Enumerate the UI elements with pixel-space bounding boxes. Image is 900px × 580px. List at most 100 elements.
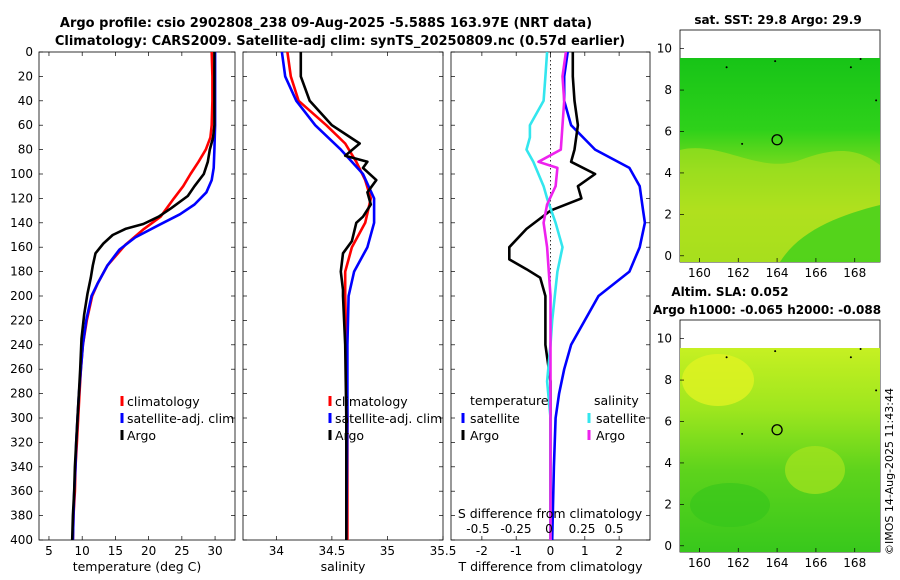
difference-series-salinity-argo (537, 51, 568, 540)
map-y-tick-label: 10 (657, 332, 672, 346)
map-y-tick-label: 8 (664, 373, 672, 387)
x-tick-label: 2 (615, 544, 623, 558)
salinity-xlabel: salinity (321, 559, 366, 574)
map-y-tick-label: 2 (664, 207, 672, 221)
map-y-tick-label: 0 (664, 249, 672, 263)
sla-map-mid-area (785, 446, 845, 494)
legend-salinity-title: salinity (594, 393, 639, 408)
depth-tick-label: 60 (18, 118, 33, 132)
depth-tick-label: 320 (10, 435, 33, 449)
sst-map-cool-area (780, 205, 880, 262)
map-y-tick-label: 10 (657, 42, 672, 56)
title-line2: Climatology: CARS2009. Satellite-adj cli… (55, 34, 625, 49)
island-speck (774, 350, 777, 353)
legend-label: Argo (127, 428, 156, 443)
sst-map: sat. SST: 29.8 Argo: 29.9 160 162 164 166 16… (657, 13, 881, 280)
temperature-panel: 0 20 40 60 80 100 120 140 160 180 200 220 240 260 280 3… (10, 45, 236, 574)
sla-map-low-area (690, 483, 770, 527)
island-speck (774, 60, 777, 63)
legend-label: Argo (335, 428, 364, 443)
map-y-tick-label: 2 (664, 497, 672, 511)
x-tick-label: 20 (141, 544, 156, 558)
depth-tick-label: 100 (10, 167, 33, 181)
s-difference-label: S difference from climatology (458, 506, 643, 521)
depth-tick-label: 180 (10, 265, 33, 279)
island-speck (859, 348, 862, 350)
map-x-tick-label: 162 (727, 556, 750, 570)
legend-label: satellite (596, 411, 646, 426)
island-speck (849, 356, 852, 359)
sla-map: Altim. SLA: 0.052 Argo h1000: -0.065 h20… (653, 285, 881, 570)
s-difference-tick-label: -0.25 (500, 522, 531, 536)
island-speck (875, 389, 878, 392)
x-tick-label: 35.5 (430, 544, 457, 558)
legend-label: climatology (127, 394, 200, 409)
island-speck (725, 356, 728, 359)
legend-label: satellite (470, 411, 520, 426)
legend-temperature-title: temperature (470, 393, 549, 408)
depth-tick-label: 0 (25, 45, 33, 59)
map-x-tick-label: 164 (766, 556, 789, 570)
x-tick-label: 30 (207, 544, 222, 558)
depth-tick-label: 120 (10, 191, 33, 205)
island-speck (725, 66, 728, 69)
s-difference-tick-label: 0.25 (569, 522, 596, 536)
s-difference-tick-label: 0 (545, 522, 553, 536)
x-tick-label: 34 (269, 544, 284, 558)
map-x-tick-label: 160 (688, 556, 711, 570)
x-tick-label: 35 (380, 544, 395, 558)
difference-series-temperature-satellite (550, 51, 647, 541)
map-x-tick-label: 168 (843, 556, 866, 570)
temperature-plot-frame (38, 51, 236, 541)
depth-tick-label: 80 (18, 143, 33, 157)
island-speck (859, 58, 862, 60)
depth-tick-label: 260 (10, 362, 33, 376)
s-difference-tick-label: -0.5 (466, 522, 489, 536)
s-difference-tick-label: 0.5 (604, 522, 623, 536)
x-tick-label: -1 (510, 544, 522, 558)
depth-tick-label: 340 (10, 460, 33, 474)
map-y-tick-label: 4 (664, 166, 672, 180)
sla-map-subtitle: Argo h1000: -0.065 h2000: -0.088 (653, 303, 881, 317)
map-y-tick-label: 6 (664, 125, 672, 139)
difference-xlabel: T difference from climatology (457, 559, 643, 574)
legend-label: satellite-adj. clim (335, 411, 442, 426)
map-x-tick-label: 160 (688, 266, 711, 280)
x-tick-label: 15 (108, 544, 123, 558)
sst-map-title: sat. SST: 29.8 Argo: 29.9 (694, 13, 861, 27)
map-x-tick-label: 168 (843, 266, 866, 280)
map-y-tick-label: 6 (664, 415, 672, 429)
salinity-series-argo (299, 52, 378, 540)
island-speck (741, 142, 744, 145)
argo-position-marker (771, 134, 783, 146)
depth-tick-label: 200 (10, 289, 33, 303)
x-tick-label: 5 (45, 544, 53, 558)
depth-tick-label: 400 (10, 533, 33, 547)
depth-tick-label: 40 (18, 94, 33, 108)
depth-tick-label: 20 (18, 69, 33, 83)
island-speck (741, 432, 744, 435)
legend-label: climatology (335, 394, 408, 409)
argo-position-marker (771, 424, 783, 436)
temperature-xlabel: temperature (deg C) (73, 559, 202, 574)
legend-label: Argo (596, 428, 625, 443)
title-line1: Argo profile: csio 2902808_238 09-Aug-20… (60, 16, 592, 31)
depth-tick-label: 160 (10, 240, 33, 254)
map-x-tick-label: 166 (804, 266, 827, 280)
x-tick-label: 25 (174, 544, 189, 558)
depth-tick-label: 300 (10, 411, 33, 425)
map-y-tick-label: 8 (664, 83, 672, 97)
map-x-tick-label: 164 (766, 266, 789, 280)
x-tick-label: 10 (75, 544, 90, 558)
salinity-series-satellite-adj-clim (280, 51, 376, 541)
map-y-tick-label: 4 (664, 456, 672, 470)
sst-map-axes: 160 162 164 166 168 0 2 4 6 8 10 (657, 42, 878, 280)
depth-tick-label: 280 (10, 387, 33, 401)
depth-tick-label: 220 (10, 313, 33, 327)
map-y-tick-label: 0 (664, 539, 672, 553)
x-tick-label: 1 (581, 544, 589, 558)
x-tick-label: -2 (476, 544, 488, 558)
salinity-series-climatology (286, 51, 373, 540)
salinity-panel: 34 34.5 35 35.5 salinity climatology satellite… (242, 51, 457, 574)
